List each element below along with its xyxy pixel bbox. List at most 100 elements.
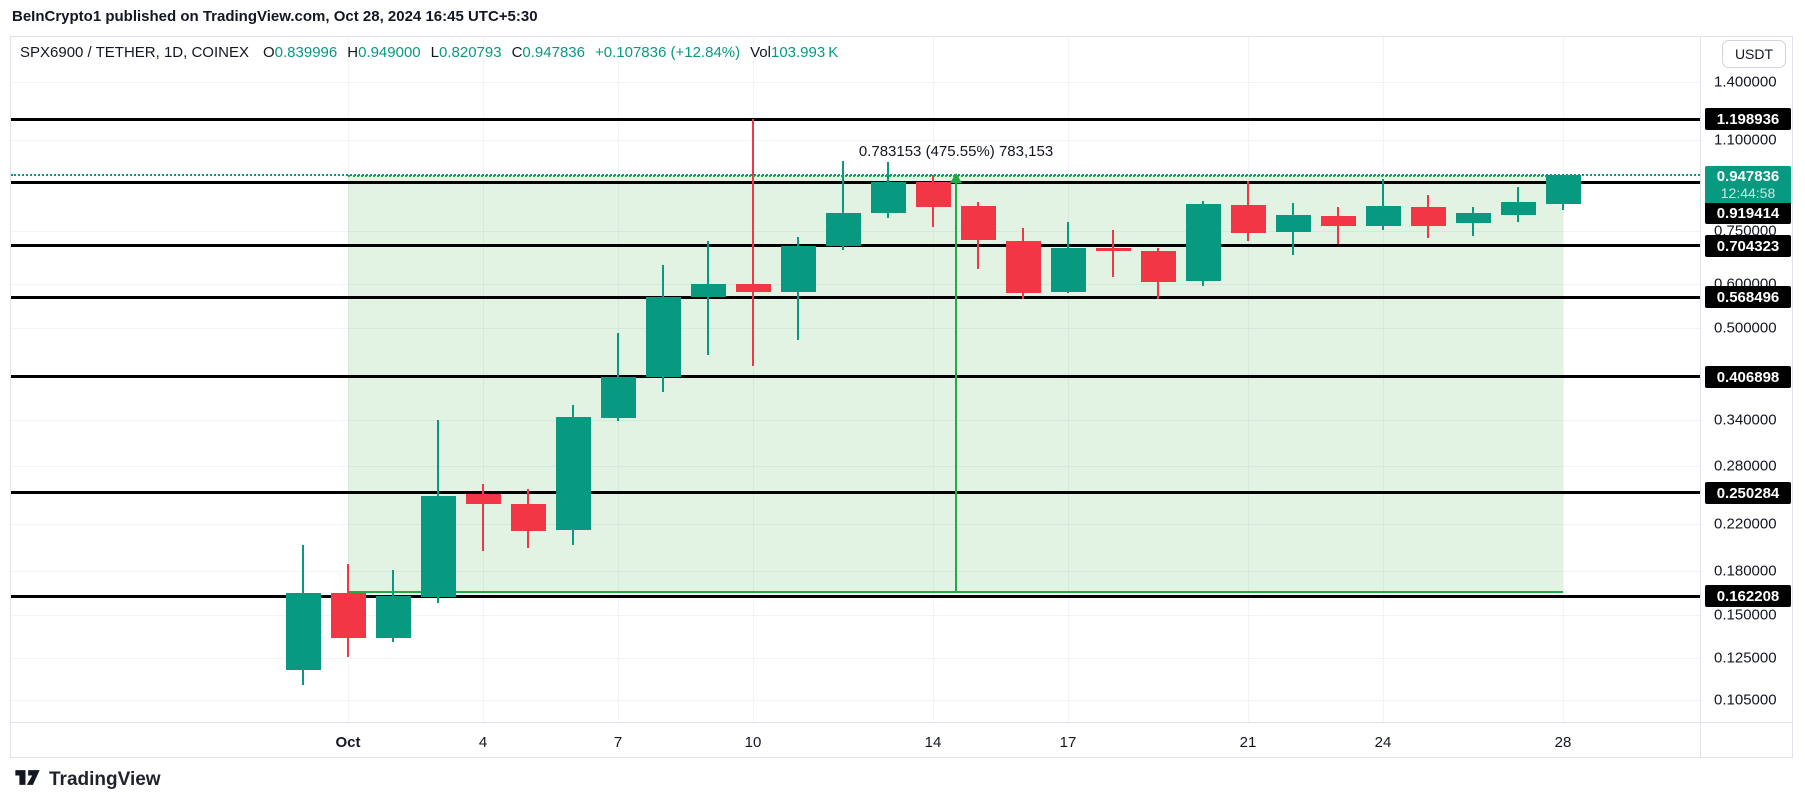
candle-body-oct-15: [961, 206, 996, 240]
candle-body-oct-12: [826, 213, 861, 246]
candle-body-oct-18: [1096, 248, 1131, 251]
horizontal-gridline: [11, 82, 1700, 83]
candle-body-oct-1: [331, 593, 366, 638]
candle-body-oct-2: [376, 596, 411, 638]
level-price-badge: 1.198936: [1705, 108, 1791, 130]
time-tick-label-21: 21: [1239, 734, 1257, 751]
price-tick-label: 0.500000: [1714, 319, 1777, 337]
candle-body-oct-7: [601, 377, 636, 418]
time-tick-label-17: 17: [1059, 734, 1077, 751]
time-tick-label-14: 14: [924, 734, 942, 751]
legend-field: Vol103.993 K: [750, 44, 839, 61]
horizontal-gridline: [11, 140, 1700, 141]
legend-field: H0.949000: [347, 44, 421, 61]
candle-wick-oct-10: [752, 119, 754, 366]
candle-body-oct-26: [1456, 213, 1491, 223]
horizontal-gridline: [11, 615, 1700, 616]
candle-body-oct-3: [421, 496, 456, 597]
horizontal-gridline: [11, 284, 1700, 285]
support-resistance-line[interactable]: [11, 118, 1700, 121]
candle-body-oct-5: [511, 504, 546, 531]
candle-body-oct-8: [646, 297, 681, 377]
symbol-name: SPX6900 / TETHER, 1D, COINEX: [20, 44, 249, 61]
candle-body-oct-11: [781, 246, 816, 292]
level-price-badge: 0.919414: [1705, 202, 1791, 224]
support-resistance-line[interactable]: [11, 491, 1700, 494]
vertical-gridline: [347, 37, 349, 722]
legend-field: L0.820793: [430, 44, 502, 61]
horizontal-gridline: [11, 466, 1700, 467]
level-price-badge: 0.162208: [1705, 585, 1791, 607]
candle-body-oct-6: [556, 417, 591, 530]
price-tick-label: 0.125000: [1714, 649, 1777, 667]
range-tool-arrow-head: [950, 173, 962, 183]
level-price-badge: 0.704323: [1705, 235, 1791, 257]
legend-field: +0.107836 (+12.84%): [595, 44, 741, 61]
horizontal-gridline: [11, 328, 1700, 329]
time-tick-label-28: 28: [1554, 734, 1572, 751]
candle-body-oct-10: [736, 284, 771, 292]
range-tool-arrow-line[interactable]: [955, 181, 957, 593]
candle-body-oct-20: [1186, 204, 1221, 281]
legend-field: C0.947836: [511, 44, 585, 61]
last-price-badge: 0.947836 12:44:58: [1705, 166, 1791, 203]
range-tool-label: 0.783153 (475.55%) 783,153: [858, 143, 1054, 160]
level-price-badge: 0.406898: [1705, 366, 1791, 388]
candle-body-oct-24: [1366, 206, 1401, 226]
time-tick-label-4: 4: [478, 734, 488, 751]
attribution-text: BeInCrypto1 published on TradingView.com…: [12, 8, 538, 25]
tradingview-logo-icon: [14, 764, 41, 796]
vertical-gridline: [932, 37, 934, 722]
horizontal-gridline: [11, 524, 1700, 525]
price-axis-separator: [1700, 36, 1701, 758]
price-tick-label: 0.105000: [1714, 691, 1777, 709]
bar-countdown-timer: 12:44:58: [1720, 185, 1776, 201]
candle-body-oct-9: [691, 284, 726, 297]
price-tick-label: 1.400000: [1714, 73, 1777, 91]
horizontal-gridline: [11, 700, 1700, 701]
candle-body-oct-13: [871, 182, 906, 213]
tradingview-attribution[interactable]: TradingView: [14, 764, 161, 796]
candle-body-oct-19: [1141, 251, 1176, 282]
time-tick-label-oct: Oct: [335, 734, 361, 751]
price-tick-label: 0.280000: [1714, 457, 1777, 475]
price-tick-label: 0.150000: [1714, 606, 1777, 624]
time-tick-label-10: 10: [744, 734, 762, 751]
time-tick-label-7: 7: [613, 734, 623, 751]
symbol-legend[interactable]: SPX6900 / TETHER, 1D, COINEX O0.839996 H0.…: [20, 44, 848, 61]
last-price-value: 0.947836: [1716, 168, 1780, 185]
candle-body-oct-14: [916, 182, 951, 207]
last-price-dotted-line: [11, 174, 1700, 176]
level-price-badge: 0.568496: [1705, 286, 1791, 308]
currency-toggle-button[interactable]: USDT: [1722, 40, 1786, 68]
candle-body-oct-4: [466, 494, 501, 504]
horizontal-gridline: [11, 658, 1700, 659]
legend-field: O0.839996: [262, 44, 338, 61]
candle-body-oct-17: [1051, 248, 1086, 292]
price-tick-label: 1.100000: [1714, 131, 1777, 149]
horizontal-gridline: [11, 420, 1700, 421]
price-tick-label: 0.180000: [1714, 562, 1777, 580]
candle-body-oct-25: [1411, 207, 1446, 226]
candle-wick-oct-12: [842, 161, 844, 250]
vertical-gridline: [1562, 37, 1564, 722]
chart-widget[interactable]: [10, 36, 1793, 758]
candle-wick-oct-18: [1112, 230, 1114, 277]
tradingview-brand-text: TradingView: [49, 769, 161, 790]
vertical-gridline: [1382, 37, 1384, 722]
horizontal-gridline: [11, 571, 1700, 572]
candle-body-oct-21: [1231, 205, 1266, 233]
candle-body-oct-16: [1006, 241, 1041, 293]
time-axis-separator: [10, 722, 1793, 723]
support-resistance-line[interactable]: [11, 375, 1700, 378]
vertical-gridline: [1067, 37, 1069, 722]
support-resistance-line[interactable]: [11, 296, 1700, 299]
price-tick-label: 0.340000: [1714, 411, 1777, 429]
candle-body-oct-27: [1501, 202, 1536, 215]
time-tick-label-24: 24: [1374, 734, 1392, 751]
support-resistance-line[interactable]: [11, 595, 1700, 598]
candle-body-oct-28: [1546, 175, 1581, 204]
support-resistance-line[interactable]: [11, 181, 1700, 184]
vertical-gridline: [1247, 37, 1249, 722]
